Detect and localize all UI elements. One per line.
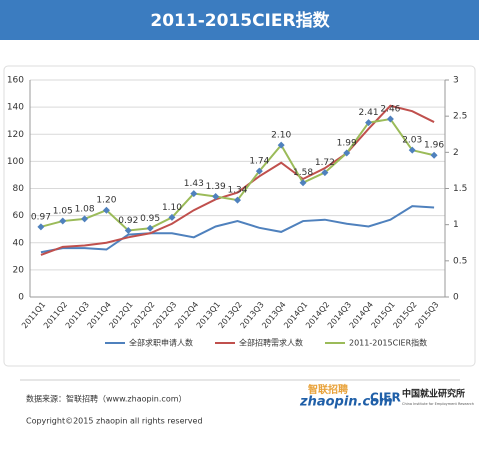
data-label: 1.39 xyxy=(206,182,226,192)
copyright: Copyright©2015 zhaopin all rights reserv… xyxy=(26,417,203,426)
data-label: 0.97 xyxy=(31,212,51,222)
point-marker xyxy=(430,151,438,159)
point-marker xyxy=(299,179,307,187)
y2-tick-label: 0.5 xyxy=(453,256,467,266)
y2-tick-label: 0 xyxy=(453,293,459,303)
y2-tick-label: 2 xyxy=(453,148,459,158)
data-label: 1.72 xyxy=(315,158,335,168)
y-tick-label: 40 xyxy=(13,238,25,248)
series-line xyxy=(40,205,435,254)
series-line xyxy=(40,104,435,256)
data-label: 2.46 xyxy=(380,105,400,115)
data-label: 0.92 xyxy=(118,216,138,226)
point-marker xyxy=(255,167,263,175)
legend-label: 全部求职申请人数 xyxy=(129,338,193,348)
header-bar xyxy=(0,0,479,40)
data-label: 1.08 xyxy=(75,204,95,214)
point-marker xyxy=(365,119,373,127)
point-marker xyxy=(321,169,329,177)
y2-tick-label: 1 xyxy=(453,220,459,230)
point-marker xyxy=(190,190,198,198)
point-marker xyxy=(124,226,132,234)
y-tick-label: 120 xyxy=(7,130,24,140)
data-label: 1.05 xyxy=(53,207,73,217)
y-tick-label: 160 xyxy=(7,76,24,86)
data-label: 1.58 xyxy=(293,168,313,178)
legend-label: 全部招聘需求人数 xyxy=(239,338,303,348)
data-label: 1.34 xyxy=(227,186,247,196)
data-label: 1.74 xyxy=(249,157,269,167)
logo-zhaopin-cn: 智联招聘 xyxy=(308,383,348,396)
y-tick-label: 140 xyxy=(7,103,24,113)
y-tick-label: 0 xyxy=(18,293,24,303)
logo-cier-en: China Institute for Employment Research xyxy=(402,402,474,406)
chart-title: 2011-2015CIER指数 xyxy=(150,10,330,31)
point-marker xyxy=(343,149,351,157)
chart-frame xyxy=(3,65,476,367)
legend-label: 2011-2015CIER指数 xyxy=(349,338,427,348)
data-label: 2.10 xyxy=(271,131,291,141)
logo-zhaopin: zhaopin.com xyxy=(299,395,393,410)
y2-tick-label: 2.5 xyxy=(453,112,467,122)
logo-cier-cn: 中国就业研究所 xyxy=(402,388,465,400)
data-label: 2.03 xyxy=(402,136,422,146)
point-marker xyxy=(37,223,45,231)
data-label: 1.96 xyxy=(424,141,444,151)
point-marker xyxy=(408,146,416,154)
y-tick-label: 80 xyxy=(13,184,25,194)
y-tick-label: 20 xyxy=(13,265,25,275)
data-label: 2.41 xyxy=(359,108,379,118)
series-line xyxy=(40,117,435,232)
data-label: 1.43 xyxy=(184,179,204,189)
data-label: 1.20 xyxy=(96,196,116,206)
y-tick-label: 60 xyxy=(13,211,25,221)
source: 数据来源：智联招聘（www.zhaopin.com） xyxy=(26,394,187,404)
point-marker xyxy=(212,192,220,200)
point-marker xyxy=(386,115,394,123)
y2-tick-label: 1.5 xyxy=(453,184,467,194)
logo-cier: CIER xyxy=(370,391,401,405)
point-marker xyxy=(234,196,241,204)
point-marker xyxy=(146,224,154,232)
x-tick-label: 2015Q3 xyxy=(413,300,440,330)
point-marker xyxy=(168,213,176,221)
point-marker xyxy=(81,215,89,223)
point-marker xyxy=(59,217,67,225)
y-tick-label: 100 xyxy=(7,157,24,167)
data-label: 0.95 xyxy=(140,214,160,224)
data-label: 1.99 xyxy=(337,139,357,149)
point-marker xyxy=(277,141,285,149)
point-marker xyxy=(102,206,110,214)
y2-tick-label: 3 xyxy=(453,76,459,86)
data-label: 1.10 xyxy=(162,203,182,213)
